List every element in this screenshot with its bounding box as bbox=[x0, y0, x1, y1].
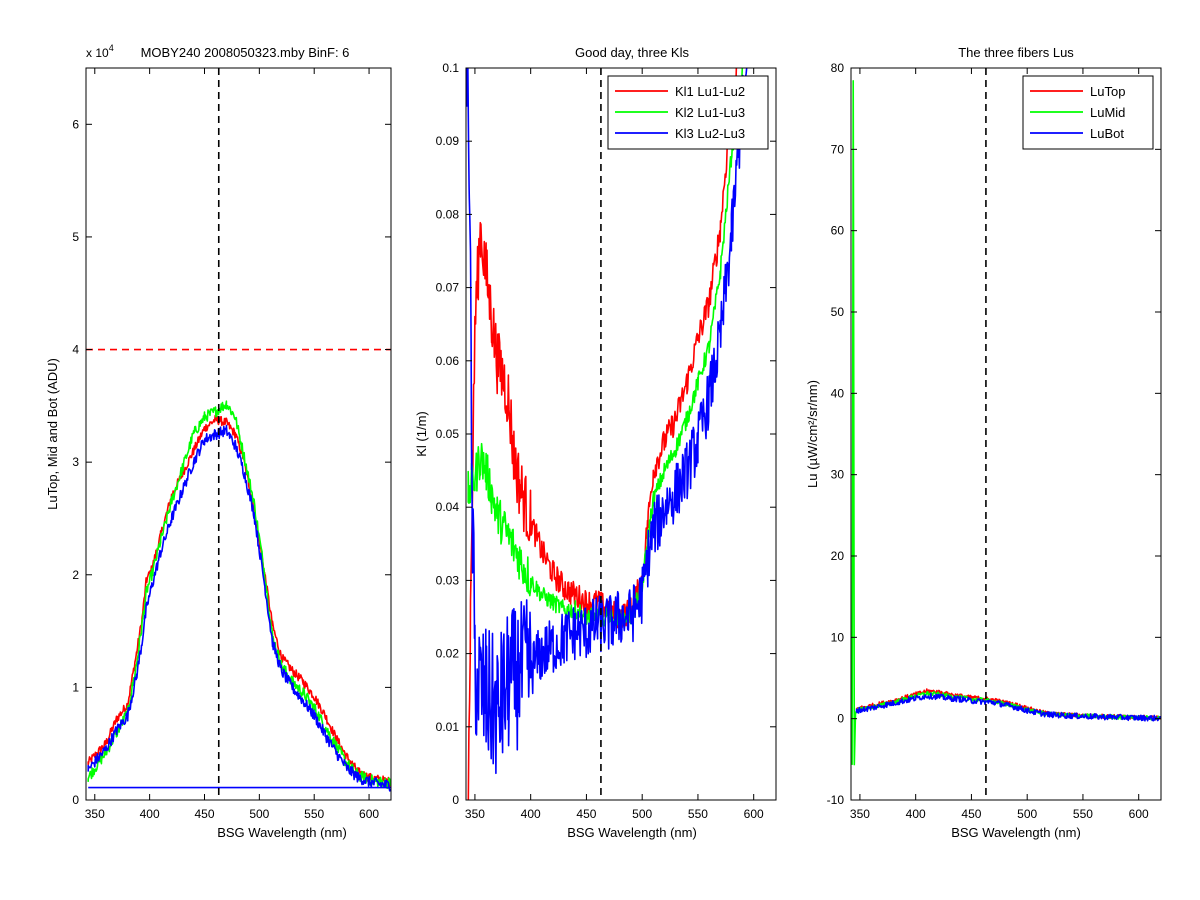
y-tick-label: 0.02 bbox=[436, 647, 460, 661]
x-axis-label: BSG Wavelength (nm) bbox=[567, 825, 697, 840]
y-tick-label: 0.08 bbox=[436, 207, 460, 221]
y-tick-label: 0.04 bbox=[436, 500, 460, 514]
series-line-2 bbox=[87, 424, 391, 792]
y-tick-label: 4 bbox=[72, 343, 79, 357]
y-tick-label: 10 bbox=[831, 630, 845, 644]
series-line-kl3-lu2-lu3 bbox=[466, 68, 748, 775]
y-tick-label: 80 bbox=[831, 61, 845, 75]
y-tick-label: 0.09 bbox=[436, 134, 460, 148]
x-tick-label: 350 bbox=[85, 807, 105, 821]
x-tick-label: 600 bbox=[1129, 807, 1149, 821]
x-tick-label: 500 bbox=[632, 807, 652, 821]
chart-title: Good day, three Kls bbox=[575, 45, 689, 60]
x-tick-label: 400 bbox=[521, 807, 541, 821]
y-exponent-label: x 104 bbox=[86, 43, 114, 60]
y-axis-label: Kl (1/m) bbox=[414, 411, 429, 457]
y-axis-label: LuTop, Mid and Bot (ADU) bbox=[45, 358, 60, 510]
y-tick-label: -10 bbox=[827, 793, 845, 807]
plot-area bbox=[851, 68, 1161, 800]
x-axis-label: BSG Wavelength (nm) bbox=[951, 825, 1081, 840]
x-tick-label: 550 bbox=[1073, 807, 1093, 821]
y-tick-label: 70 bbox=[831, 142, 845, 156]
legend-label: Kl2 Lu1-Lu3 bbox=[675, 105, 745, 120]
chart-title: MOBY240 2008050323.mby BinF: 6 bbox=[141, 45, 350, 60]
y-tick-label: 60 bbox=[831, 224, 845, 238]
x-tick-label: 500 bbox=[249, 807, 269, 821]
chart-panel-lu-radiance: The three fibers Lus BSG Wavelength (nm)… bbox=[805, 45, 1162, 840]
legend-label: Kl1 Lu1-Lu2 bbox=[675, 84, 745, 99]
legend: LuTop LuMid LuBot bbox=[1022, 75, 1154, 150]
y-tick-label: 50 bbox=[831, 305, 845, 319]
plot-area bbox=[86, 68, 391, 800]
y-tick-label: 0 bbox=[452, 793, 459, 807]
y-tick-label: 0.07 bbox=[436, 281, 460, 295]
y-axis-label: Lu (µW/cm²/sr/nm) bbox=[805, 380, 820, 488]
plot-area bbox=[466, 68, 748, 800]
axes-frame bbox=[850, 67, 1162, 801]
y-tick-label: 1 bbox=[72, 680, 79, 694]
x-tick-label: 400 bbox=[906, 807, 926, 821]
x-tick-label: 550 bbox=[304, 807, 324, 821]
y-tick-label: 0 bbox=[837, 712, 844, 726]
legend-label: LuTop bbox=[1090, 84, 1125, 99]
chart-title: The three fibers Lus bbox=[958, 45, 1074, 60]
chart-panel-lu-adu: MOBY240 2008050323.mby BinF: 6 x 104 BSG… bbox=[45, 43, 392, 840]
series-line-lubot bbox=[855, 692, 1161, 722]
x-tick-label: 350 bbox=[465, 807, 485, 821]
x-tick-label: 600 bbox=[359, 807, 379, 821]
x-tick-label: 450 bbox=[576, 807, 596, 821]
y-tick-label: 2 bbox=[72, 568, 79, 582]
y-tick-label: 40 bbox=[831, 386, 845, 400]
y-tick-label: 0.1 bbox=[442, 61, 459, 75]
y-tick-label: 0.06 bbox=[436, 354, 460, 368]
legend: Kl1 Lu1-Lu2 Kl2 Lu1-Lu3 Kl3 Lu2-Lu3 bbox=[607, 75, 769, 150]
y-tick-label: 0.01 bbox=[436, 720, 460, 734]
axes-frame bbox=[85, 67, 392, 801]
y-tick-label: 0.03 bbox=[436, 573, 460, 587]
series-line-1 bbox=[87, 400, 391, 790]
y-tick-label: 6 bbox=[72, 117, 79, 131]
x-tick-label: 400 bbox=[140, 807, 160, 821]
y-tick-label: 0.05 bbox=[436, 427, 460, 441]
x-tick-label: 600 bbox=[744, 807, 764, 821]
chart-panel-kl: Good day, three Kls BSG Wavelength (nm) … bbox=[414, 45, 777, 840]
y-tick-label: 30 bbox=[831, 468, 845, 482]
legend-label: LuMid bbox=[1090, 105, 1125, 120]
x-axis-label: BSG Wavelength (nm) bbox=[217, 825, 347, 840]
x-tick-label: 500 bbox=[1017, 807, 1037, 821]
y-tick-label: 0 bbox=[72, 793, 79, 807]
legend-label: LuBot bbox=[1090, 126, 1124, 141]
y-tick-label: 5 bbox=[72, 230, 79, 244]
x-tick-label: 350 bbox=[850, 807, 870, 821]
x-tick-label: 450 bbox=[961, 807, 981, 821]
x-tick-label: 450 bbox=[194, 807, 214, 821]
y-tick-label: 20 bbox=[831, 549, 845, 563]
x-tick-label: 550 bbox=[688, 807, 708, 821]
y-tick-label: 3 bbox=[72, 455, 79, 469]
legend-label: Kl3 Lu2-Lu3 bbox=[675, 126, 745, 141]
